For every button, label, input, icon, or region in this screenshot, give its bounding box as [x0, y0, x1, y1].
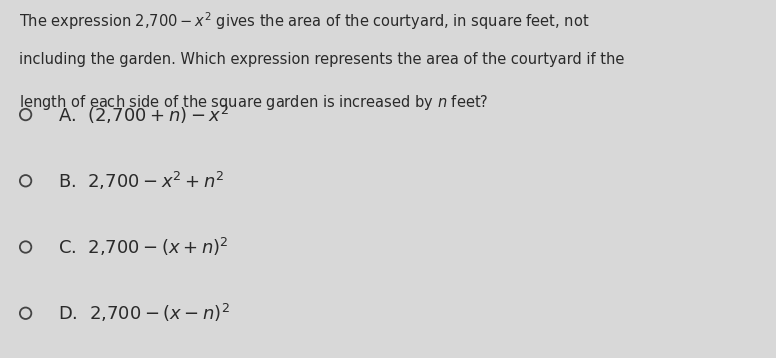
- Text: including the garden. Which expression represents the area of the courtyard if t: including the garden. Which expression r…: [19, 52, 625, 67]
- Text: C.  $2{,}700 - (x + n)^2$: C. $2{,}700 - (x + n)^2$: [58, 236, 229, 258]
- Text: length of each side of the square garden is increased by $n$ feet?: length of each side of the square garden…: [19, 93, 489, 112]
- Text: The expression $2{,}700 - x^2$ gives the area of the courtyard, in square feet, : The expression $2{,}700 - x^2$ gives the…: [19, 11, 590, 33]
- Text: B.  $2{,}700 - x^2 + n^2$: B. $2{,}700 - x^2 + n^2$: [58, 170, 224, 192]
- Text: A.  $(2{,}700 + n) - x^2$: A. $(2{,}700 + n) - x^2$: [58, 103, 229, 126]
- Text: D.  $2{,}700 - (x - n)^2$: D. $2{,}700 - (x - n)^2$: [58, 302, 230, 324]
